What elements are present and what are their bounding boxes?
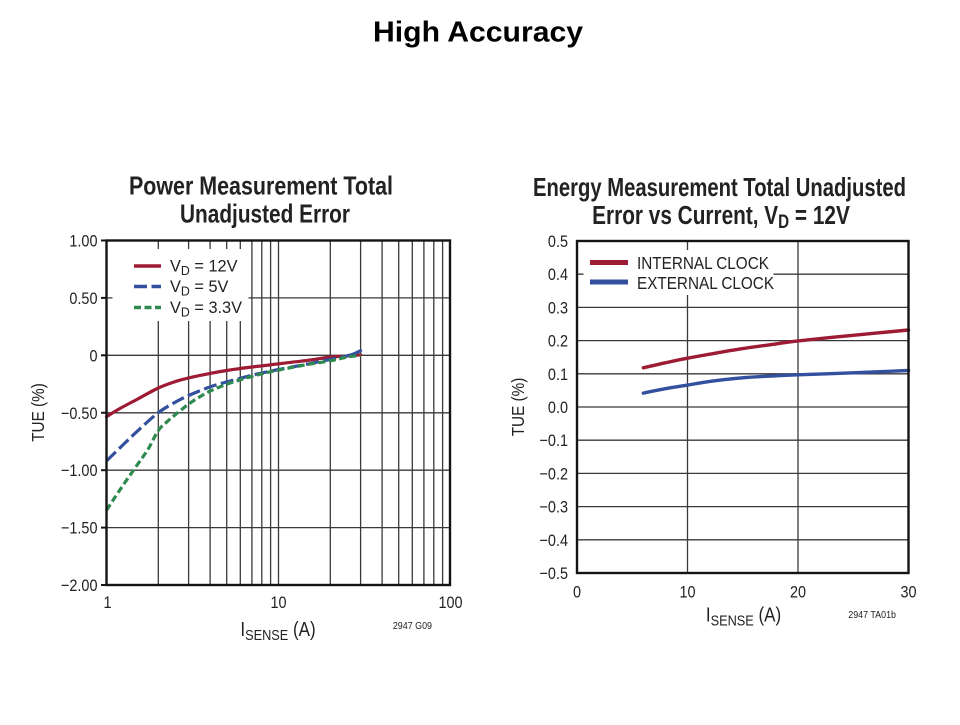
svg-text:10: 10 <box>270 594 286 612</box>
svg-text:100: 100 <box>438 594 462 612</box>
svg-text:0.50: 0.50 <box>69 290 97 308</box>
svg-text:Error vs Current, VD = 12V: Error vs Current, VD = 12V <box>592 201 850 233</box>
svg-text:−1.00: −1.00 <box>61 462 98 480</box>
svg-text:0.5: 0.5 <box>548 233 568 251</box>
svg-text:VD = 3.3V: VD = 3.3V <box>170 299 242 320</box>
svg-text:0.2: 0.2 <box>548 333 568 351</box>
svg-text:1.00: 1.00 <box>69 232 97 250</box>
svg-text:2947 TA01b: 2947 TA01b <box>848 609 896 621</box>
svg-text:VD = 5V: VD = 5V <box>170 278 228 299</box>
svg-text:Unadjusted Error: Unadjusted Error <box>180 199 350 229</box>
svg-text:−0.5: −0.5 <box>539 565 568 583</box>
svg-text:−2.00: −2.00 <box>61 577 98 595</box>
svg-text:−0.1: −0.1 <box>539 432 568 450</box>
svg-text:Power Measurement Total: Power Measurement Total <box>129 171 393 201</box>
svg-text:−0.2: −0.2 <box>539 465 568 483</box>
svg-text:0: 0 <box>573 583 581 601</box>
svg-text:0.0: 0.0 <box>548 399 568 417</box>
svg-text:1: 1 <box>103 594 111 612</box>
svg-text:Energy Measurement Total Unadj: Energy Measurement Total Unadjusted <box>533 172 906 202</box>
svg-text:2947 G09: 2947 G09 <box>393 620 432 632</box>
svg-text:−0.4: −0.4 <box>539 532 568 550</box>
svg-text:TUE (%): TUE (%) <box>508 378 528 437</box>
svg-text:INTERNAL CLOCK: INTERNAL CLOCK <box>637 253 769 273</box>
svg-text:EXTERNAL CLOCK: EXTERNAL CLOCK <box>637 273 774 293</box>
svg-text:10: 10 <box>679 583 695 601</box>
svg-text:0: 0 <box>89 347 97 365</box>
svg-text:TUE (%): TUE (%) <box>28 383 48 442</box>
svg-text:30: 30 <box>900 583 916 601</box>
svg-text:−1.50: −1.50 <box>61 520 98 538</box>
svg-text:−0.50: −0.50 <box>61 405 98 423</box>
svg-text:0.1: 0.1 <box>548 366 568 384</box>
svg-text:20: 20 <box>790 583 806 601</box>
svg-text:0.4: 0.4 <box>548 266 568 284</box>
svg-text:VD = 12V: VD = 12V <box>170 257 238 278</box>
svg-text:−0.3: −0.3 <box>539 499 568 517</box>
svg-text:High Accuracy: High Accuracy <box>373 17 583 49</box>
svg-text:0.3: 0.3 <box>548 299 568 317</box>
